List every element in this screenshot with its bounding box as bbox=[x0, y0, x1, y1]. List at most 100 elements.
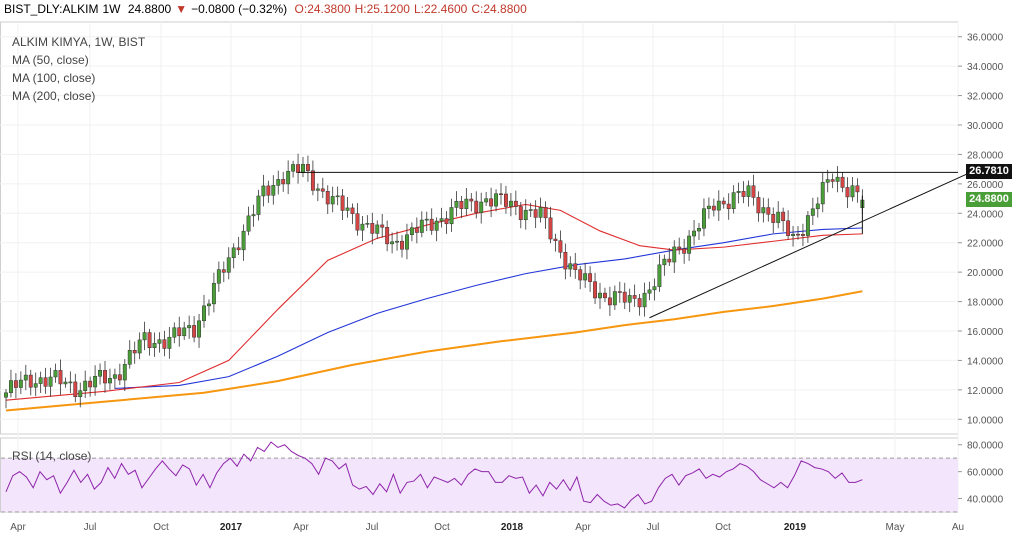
legend-ma50[interactable]: MA (50, close) bbox=[12, 53, 89, 67]
time-tick-label: 2019 bbox=[784, 522, 807, 533]
rsi-legend[interactable]: RSI (14, close) bbox=[12, 449, 92, 463]
candle bbox=[672, 240, 677, 273]
time-tick-label: Au bbox=[952, 522, 964, 533]
trend-line[interactable] bbox=[649, 171, 972, 319]
candle bbox=[771, 207, 776, 234]
candle bbox=[385, 220, 390, 252]
candle bbox=[805, 210, 810, 243]
drawings[interactable] bbox=[298, 171, 972, 319]
symbol-name[interactable]: BIST_DLY:ALKIM bbox=[4, 2, 99, 16]
candle bbox=[523, 199, 528, 230]
candle bbox=[395, 231, 400, 251]
candle-body bbox=[825, 179, 830, 183]
rsi-overbought-oversold-band bbox=[1, 458, 958, 512]
candle bbox=[662, 254, 667, 276]
candle-body bbox=[518, 206, 523, 220]
down-arrow-icon: ▼ bbox=[175, 2, 188, 16]
candle-body bbox=[563, 252, 568, 270]
candle bbox=[538, 197, 543, 223]
candle bbox=[474, 191, 479, 219]
candle bbox=[721, 197, 726, 209]
candle-body bbox=[226, 257, 231, 273]
candle bbox=[845, 177, 850, 208]
candle-body bbox=[405, 234, 409, 250]
candle-body bbox=[73, 381, 78, 397]
candle bbox=[434, 217, 439, 242]
candle bbox=[207, 299, 211, 316]
candle bbox=[88, 376, 93, 397]
candle bbox=[761, 197, 766, 223]
price-axis[interactable]: 10.0000 12.0000 14.0000 16.0000 18.0000 20.00… bbox=[958, 33, 1004, 427]
candle-body bbox=[93, 375, 98, 388]
candle-body bbox=[706, 205, 711, 209]
candle bbox=[791, 226, 795, 247]
candle bbox=[360, 216, 365, 242]
ma100-path bbox=[114, 227, 863, 389]
candle-body bbox=[330, 196, 335, 205]
time-axis[interactable]: Apr Jul Oct 2017 Apr Jul Oct 2018 Apr Jul Oct 2019 M… bbox=[10, 522, 964, 533]
candle-body bbox=[296, 164, 301, 173]
symbol-interval[interactable]: 1W bbox=[102, 2, 121, 16]
candle bbox=[266, 180, 271, 203]
candle-body bbox=[607, 297, 612, 306]
candle bbox=[667, 248, 672, 266]
candle-body bbox=[558, 240, 563, 253]
candle-body bbox=[251, 214, 256, 217]
candle-body bbox=[781, 211, 786, 222]
candle-body bbox=[380, 224, 385, 228]
candle-body bbox=[697, 228, 701, 232]
candle-body bbox=[533, 209, 538, 218]
candle-body bbox=[791, 233, 795, 236]
candle bbox=[350, 203, 355, 225]
candle bbox=[83, 370, 88, 398]
time-tick-label: Jul bbox=[366, 522, 379, 533]
price-tick-label: 12.0000 bbox=[967, 386, 1004, 397]
candle-body bbox=[315, 188, 320, 191]
candle bbox=[489, 187, 494, 218]
candle-body bbox=[801, 234, 805, 236]
ma100-line bbox=[114, 227, 863, 389]
candle bbox=[320, 177, 325, 198]
candle-body bbox=[796, 233, 800, 236]
candle-body bbox=[484, 198, 489, 203]
candle-body bbox=[429, 218, 434, 231]
candle-body bbox=[543, 207, 548, 219]
price-tick-label: 32.0000 bbox=[967, 92, 1004, 103]
price-tick-label: 30.0000 bbox=[967, 121, 1004, 132]
rsi-axis[interactable]: 40.0000 60.0000 80.0000 bbox=[958, 441, 1004, 506]
candle-body bbox=[459, 201, 464, 209]
candle bbox=[306, 155, 310, 182]
candle bbox=[850, 177, 855, 202]
price-tick-label: 10.0000 bbox=[967, 415, 1004, 426]
candle-body bbox=[736, 191, 741, 193]
candle-body bbox=[593, 281, 597, 299]
legend-ma100[interactable]: MA (100, close) bbox=[12, 71, 96, 85]
candle-body bbox=[177, 327, 182, 337]
candle bbox=[216, 261, 221, 292]
candle-body bbox=[310, 170, 315, 191]
candle-body bbox=[350, 207, 355, 214]
candle-body bbox=[276, 179, 281, 186]
candle bbox=[801, 223, 805, 247]
candle bbox=[756, 191, 761, 222]
candle bbox=[766, 198, 771, 222]
legend-ma200[interactable]: MA (200, close) bbox=[12, 89, 96, 103]
candle-body bbox=[776, 211, 781, 223]
candle-body bbox=[108, 378, 112, 384]
candle-body bbox=[103, 370, 107, 384]
ma50-line bbox=[5, 203, 863, 401]
time-tick-label: Oct bbox=[153, 522, 169, 533]
candle-body bbox=[23, 374, 28, 381]
candle-body bbox=[395, 240, 400, 243]
candle-body bbox=[810, 208, 815, 216]
candle bbox=[325, 185, 330, 214]
candle-body bbox=[202, 305, 206, 322]
candle bbox=[736, 182, 741, 204]
candles bbox=[4, 153, 865, 409]
candle bbox=[444, 211, 449, 234]
candle bbox=[518, 202, 523, 229]
time-tick-label: Apr bbox=[293, 522, 309, 533]
legend-title[interactable]: ALKIM KIMYA, 1W, BIST bbox=[12, 35, 146, 49]
candle-body bbox=[702, 208, 706, 229]
